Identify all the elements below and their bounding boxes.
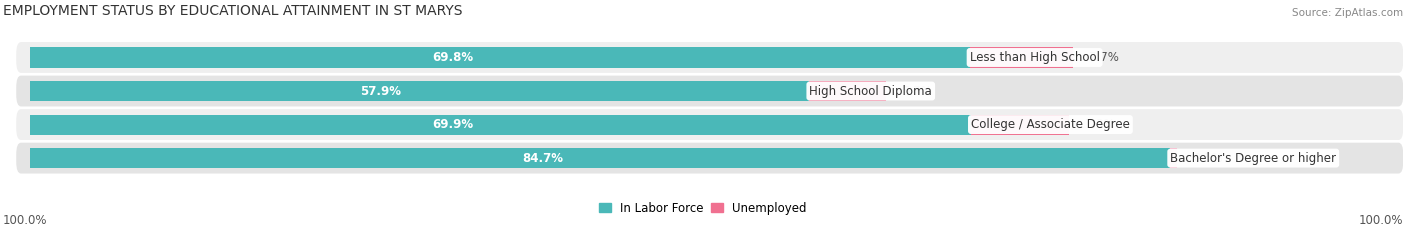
Bar	[30, 81, 810, 101]
Text: 5.7%: 5.7%	[903, 85, 932, 98]
Bar	[30, 48, 970, 68]
Text: 7.7%: 7.7%	[1090, 51, 1119, 64]
FancyBboxPatch shape	[17, 109, 1403, 140]
Text: 69.8%: 69.8%	[432, 51, 474, 64]
Text: 57.9%: 57.9%	[360, 85, 401, 98]
Bar	[1170, 148, 1177, 168]
FancyBboxPatch shape	[17, 143, 1403, 174]
Text: 7.3%: 7.3%	[1085, 118, 1115, 131]
Text: High School Diploma: High School Diploma	[810, 85, 932, 98]
Text: 84.7%: 84.7%	[523, 152, 564, 164]
Text: Less than High School: Less than High School	[970, 51, 1099, 64]
FancyBboxPatch shape	[17, 42, 1403, 73]
Bar	[972, 114, 1070, 135]
Text: Bachelor's Degree or higher: Bachelor's Degree or higher	[1170, 152, 1336, 164]
Bar	[970, 48, 1073, 68]
Text: 0.5%: 0.5%	[1194, 152, 1223, 164]
Text: 100.0%: 100.0%	[1358, 214, 1403, 227]
FancyBboxPatch shape	[17, 75, 1403, 106]
Text: 69.9%: 69.9%	[433, 118, 474, 131]
Bar	[30, 148, 1170, 168]
Legend: In Labor Force, Unemployed: In Labor Force, Unemployed	[595, 197, 811, 219]
Text: College / Associate Degree: College / Associate Degree	[972, 118, 1130, 131]
Text: EMPLOYMENT STATUS BY EDUCATIONAL ATTAINMENT IN ST MARYS: EMPLOYMENT STATUS BY EDUCATIONAL ATTAINM…	[3, 3, 463, 17]
Text: 100.0%: 100.0%	[3, 214, 48, 227]
Text: Source: ZipAtlas.com: Source: ZipAtlas.com	[1292, 7, 1403, 17]
Bar	[810, 81, 886, 101]
Bar	[30, 114, 972, 135]
